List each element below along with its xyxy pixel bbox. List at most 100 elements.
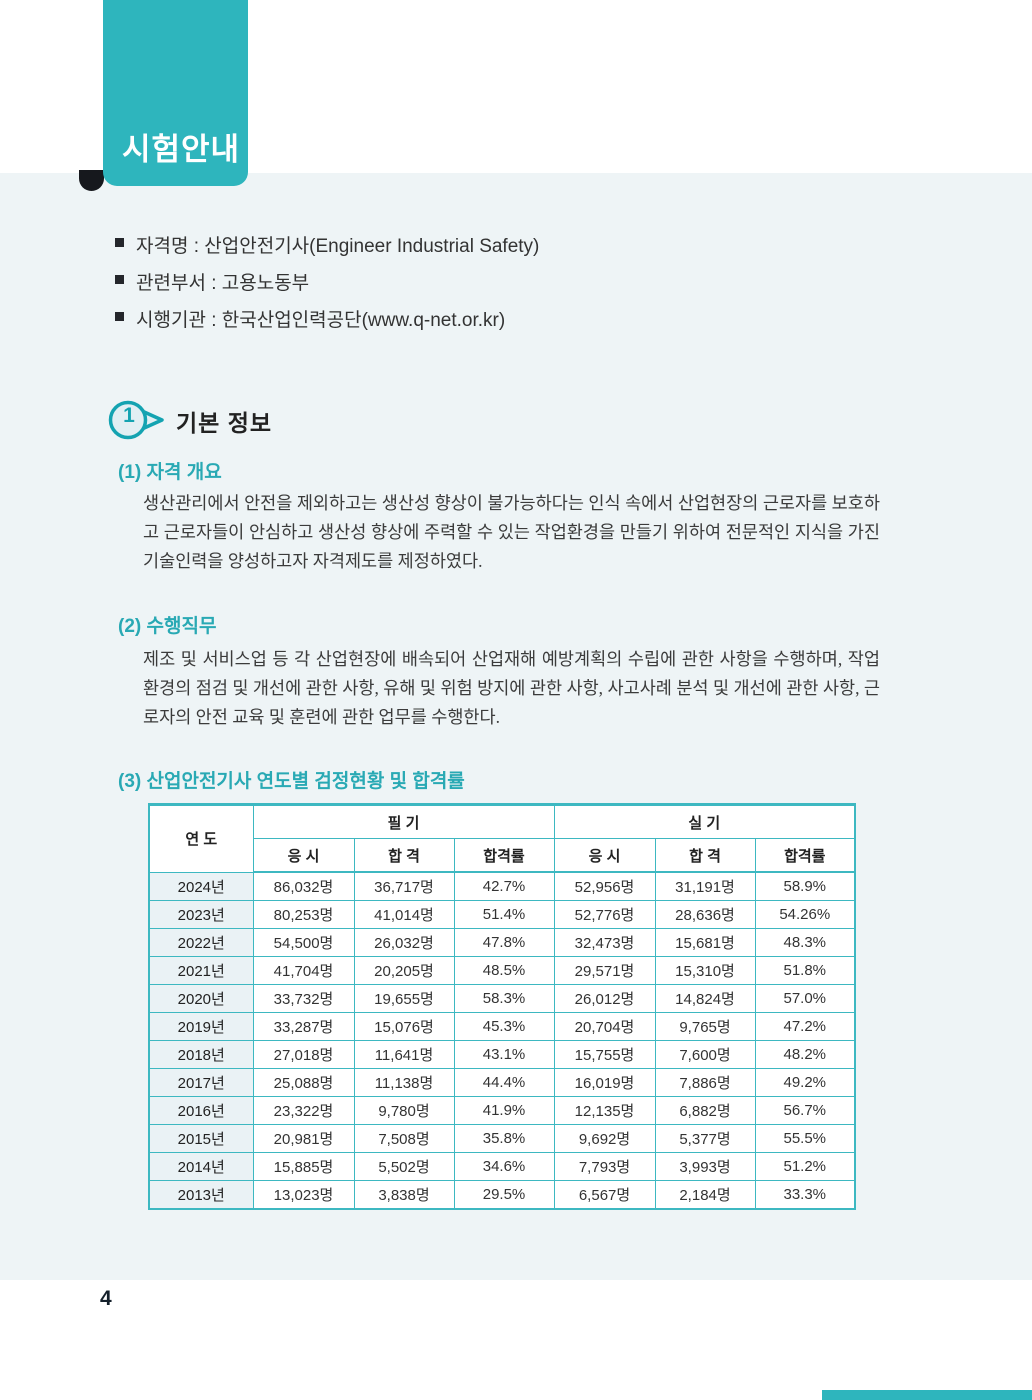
chapter-tab-title: 시험안내 [122,132,241,167]
cell: 41.9% [453,1096,555,1125]
cell: 35.8% [453,1124,555,1153]
cell: 36,717명 [353,871,455,901]
square-bullet-icon [115,312,124,321]
bullet-text: 시행기관 : 한국산업인력공단(www.q-net.or.kr) [136,310,506,331]
cell: 27,018명 [252,1040,355,1069]
cell: 14,824명 [654,984,756,1013]
table-row: 2015년 20,981명 7,508명 35.8% 9,692명 5,377명… [148,1124,856,1153]
list-item: 자격명 : 산업안전기사(Engineer Industrial Safety) [115,231,539,257]
cell: 7,508명 [353,1124,455,1153]
table-row: 2019년 33,287명 15,076명 45.3% 20,704명 9,76… [148,1012,856,1041]
year-cell: 2020년 [148,984,254,1013]
year-cell: 2016년 [148,1096,254,1125]
col-header-year: 연 도 [148,804,254,873]
year-cell: 2023년 [148,900,254,929]
cell: 51.8% [754,956,856,985]
bullet-text: 자격명 : 산업안전기사(Engineer Industrial Safety) [136,236,540,257]
cell: 26,032명 [353,928,455,957]
cell: 33,287명 [252,1012,355,1041]
cell: 20,205명 [353,956,455,985]
cell: 49.2% [754,1068,856,1097]
cell: 52,776명 [553,900,656,929]
table-row: 2013년 13,023명 3,838명 29.5% 6,567명 2,184명… [148,1180,856,1210]
section-title: 기본 정보 [176,410,273,436]
cell: 80,253명 [252,900,355,929]
cell: 12,135명 [553,1096,656,1125]
cell: 29,571명 [553,956,656,985]
cell: 51.4% [453,900,555,929]
year-cell: 2013년 [148,1180,254,1210]
cell: 32,473명 [553,928,656,957]
cell: 29.5% [453,1180,555,1210]
table-row: 2014년 15,885명 5,502명 34.6% 7,793명 3,993명… [148,1152,856,1181]
table-row: 2022년 54,500명 26,032명 47.8% 32,473명 15,6… [148,928,856,957]
year-cell: 2017년 [148,1068,254,1097]
cell: 13,023명 [252,1180,355,1210]
cell: 11,641명 [353,1040,455,1069]
table-row: 2017년 25,088명 11,138명 44.4% 16,019명 7,88… [148,1068,856,1097]
cell: 48.5% [453,956,555,985]
cell: 3,838명 [353,1180,455,1210]
subsection-1-body: 생산관리에서 안전을 제외하고는 생산성 향상이 불가능하다는 인식 속에서 산… [143,493,880,571]
list-item: 관련부서 : 고용노동부 [115,268,539,294]
section-number-badge-icon [108,400,164,440]
cell: 20,981명 [252,1124,355,1153]
cell: 54.26% [754,900,856,929]
cell: 48.2% [754,1040,856,1069]
cell: 43.1% [453,1040,555,1069]
col-header-applied-written: 응 시 [252,838,355,873]
cell: 5,377명 [654,1124,756,1153]
square-bullet-icon [115,238,124,247]
section-number: 1 [123,404,135,427]
cell: 7,793명 [553,1152,656,1181]
cell: 41,704명 [252,956,355,985]
col-group-written: 필 기 [252,804,555,839]
cell: 20,704명 [553,1012,656,1041]
cell: 7,886명 [654,1068,756,1097]
chapter-tab: 시험안내 [103,0,248,186]
cell: 15,076명 [353,1012,455,1041]
cell: 47.2% [754,1012,856,1041]
table-row: 2024년 86,032명 36,717명 42.7% 52,956명 31,1… [148,871,856,901]
cell: 57.0% [754,984,856,1013]
cell: 19,655명 [353,984,455,1013]
info-bullet-list: 자격명 : 산업안전기사(Engineer Industrial Safety)… [115,231,539,342]
list-item: 시행기관 : 한국산업인력공단(www.q-net.or.kr) [115,305,539,331]
cell: 31,191명 [654,871,756,901]
cell: 52,956명 [553,871,656,901]
cell: 3,993명 [654,1152,756,1181]
pass-rate-table-wrap: 연 도 필 기 실 기 응 시 합 격 합격률 응 시 합 격 합격률 2024… [148,803,857,1210]
year-cell: 2014년 [148,1152,254,1181]
cell: 41,014명 [353,900,455,929]
pass-rate-table: 연 도 필 기 실 기 응 시 합 격 합격률 응 시 합 격 합격률 2024… [148,803,857,1210]
cell: 23,322명 [252,1096,355,1125]
cell: 9,780명 [353,1096,455,1125]
cell: 25,088명 [252,1068,355,1097]
col-header-passed-written: 합 격 [353,838,455,873]
cell: 15,310명 [654,956,756,985]
col-header-rate-written: 합격률 [453,838,555,873]
year-cell: 2018년 [148,1040,254,1069]
subsection-1-title: (1) 자격 개요 [118,462,222,483]
cell: 58.3% [453,984,555,1013]
table-row: 2021년 41,704명 20,205명 48.5% 29,571명 15,3… [148,956,856,985]
page-number: 4 [100,1287,112,1310]
year-cell: 2015년 [148,1124,254,1153]
square-bullet-icon [115,275,124,284]
cell: 45.3% [453,1012,555,1041]
col-header-rate-practical: 합격률 [754,838,856,873]
cell: 7,600명 [654,1040,756,1069]
year-cell: 2019년 [148,1012,254,1041]
cell: 86,032명 [252,871,355,901]
cell: 9,765명 [654,1012,756,1041]
col-header-applied-practical: 응 시 [553,838,656,873]
table-header-row-sub: 응 시 합 격 합격률 응 시 합 격 합격률 [149,838,856,873]
tab-pin-shape [79,170,104,191]
cell: 15,885명 [252,1152,355,1181]
year-cell: 2024년 [148,871,254,901]
cell: 26,012명 [553,984,656,1013]
cell: 34.6% [453,1152,555,1181]
table-body: 2024년 86,032명 36,717명 42.7% 52,956명 31,1… [148,871,856,1210]
cell: 6,567명 [553,1180,656,1210]
table-row: 2016년 23,322명 9,780명 41.9% 12,135명 6,882… [148,1096,856,1125]
